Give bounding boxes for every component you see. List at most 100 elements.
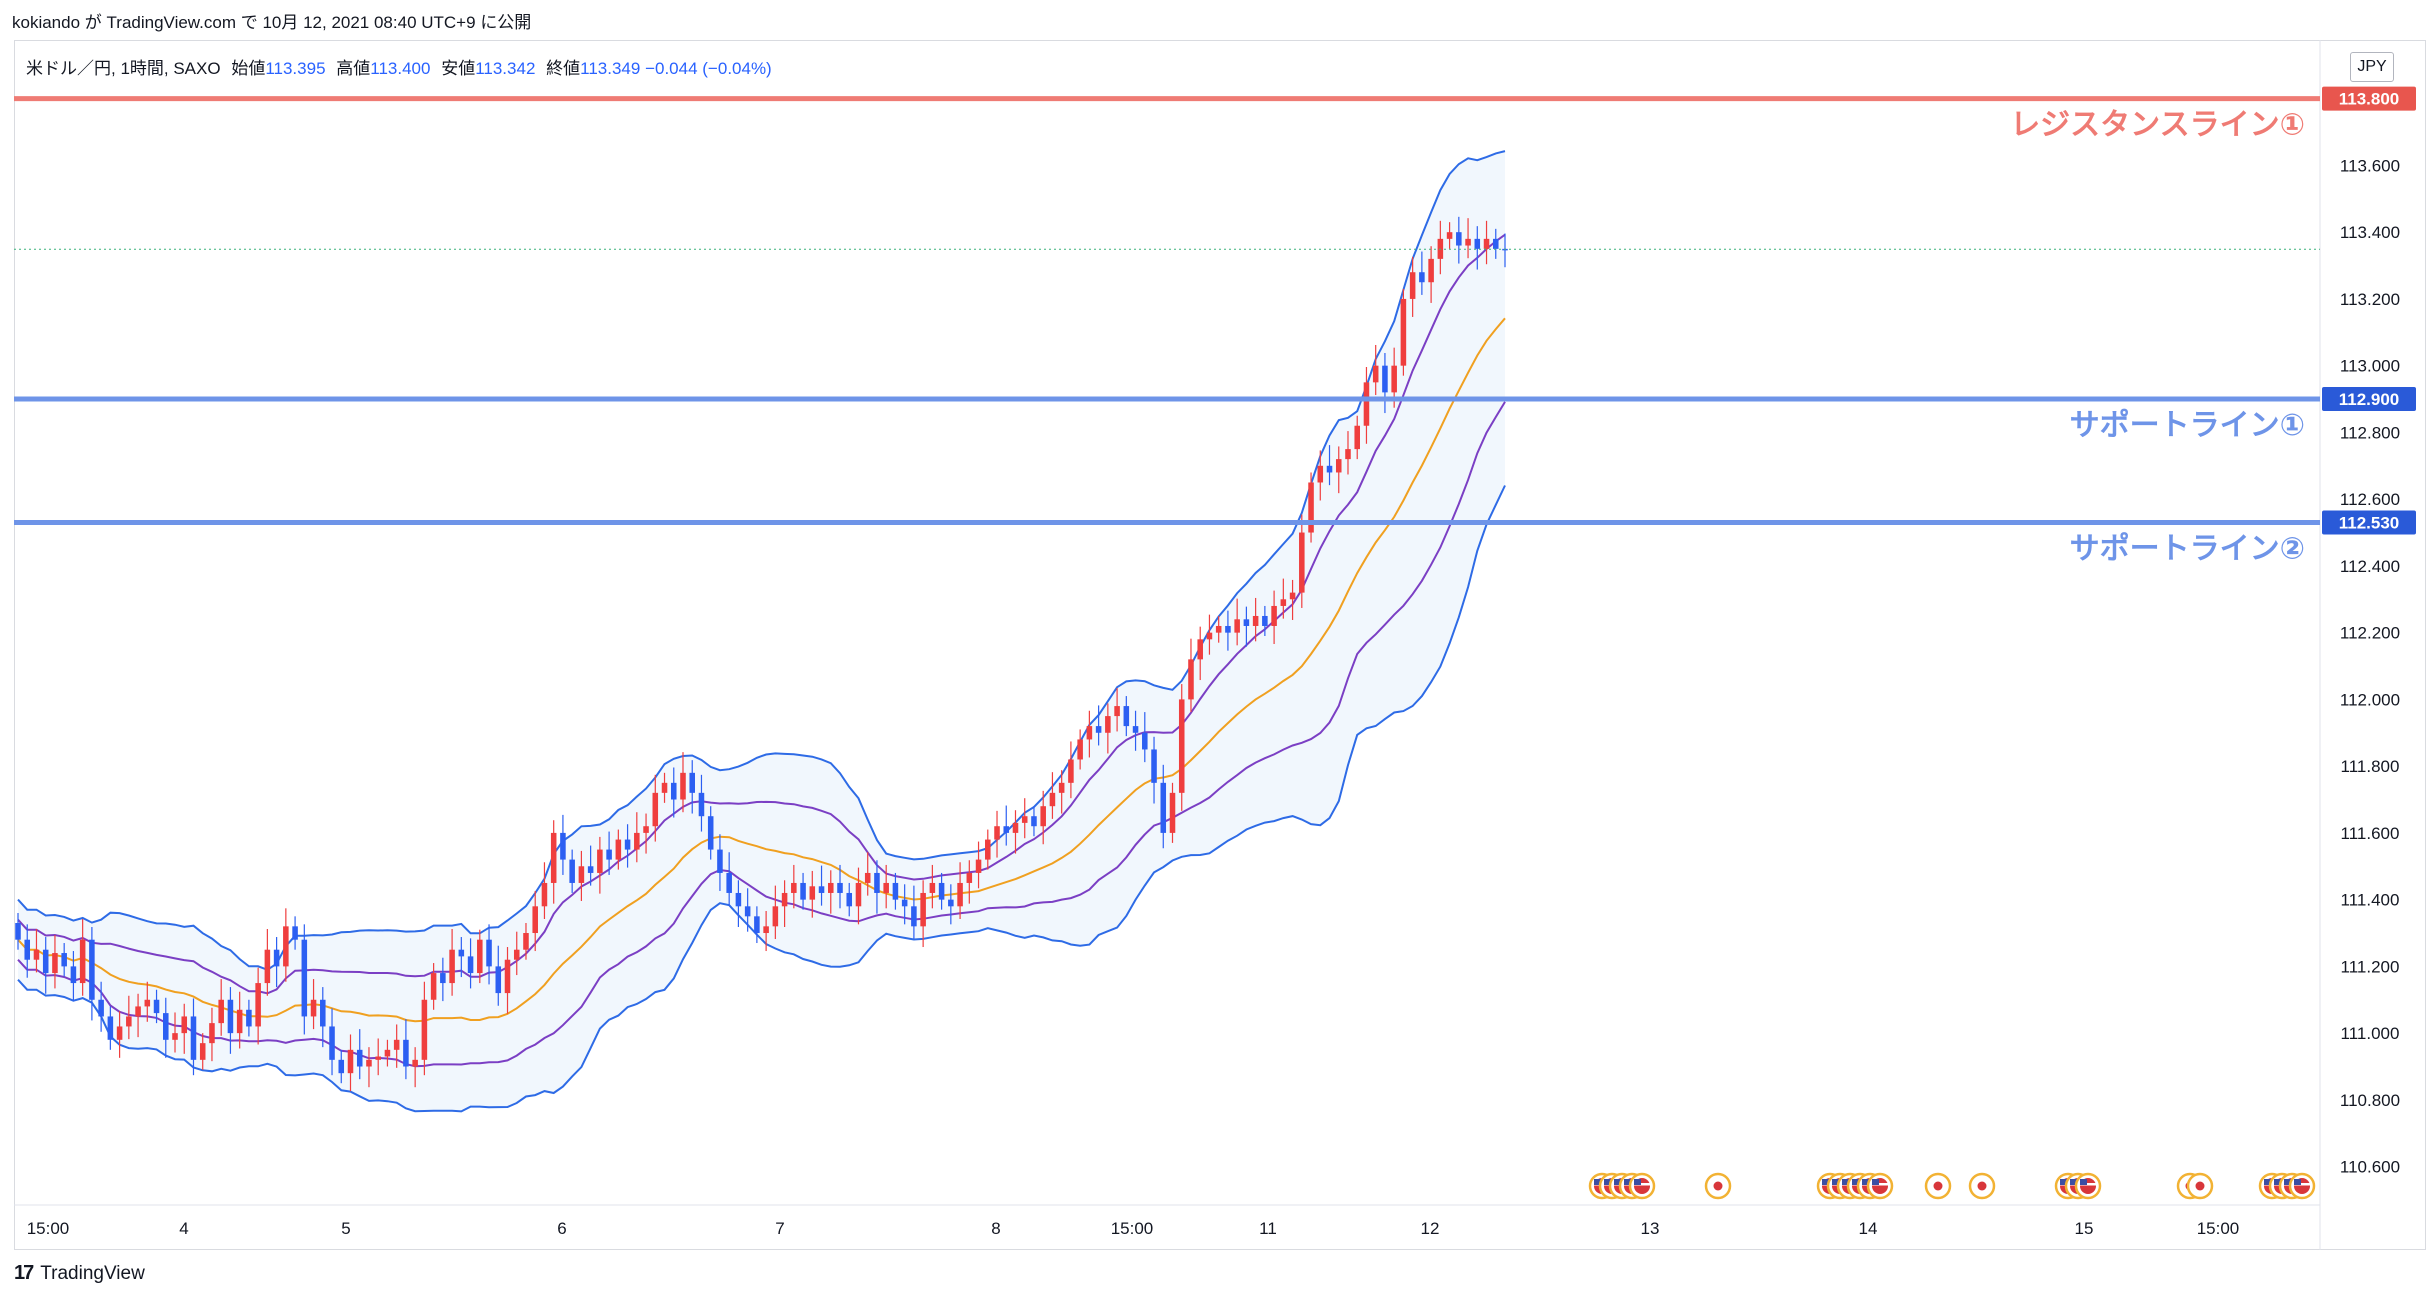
flag-canton bbox=[1614, 1179, 1621, 1185]
candle bbox=[504, 947, 511, 1014]
candle-body bbox=[846, 892, 853, 907]
candle-body bbox=[1068, 759, 1074, 783]
candle bbox=[1142, 712, 1148, 763]
tradingview-logo[interactable]: 17 TradingView bbox=[14, 1262, 145, 1284]
candle bbox=[1465, 218, 1471, 259]
candle-body bbox=[135, 1006, 141, 1017]
candle-body bbox=[827, 882, 834, 893]
candle bbox=[15, 912, 21, 950]
candle bbox=[33, 929, 40, 973]
candle bbox=[1095, 705, 1102, 746]
currency-button[interactable]: JPY bbox=[2350, 52, 2394, 82]
candle bbox=[929, 864, 936, 909]
candle-body bbox=[800, 882, 806, 900]
candle bbox=[495, 945, 502, 1006]
candle-body bbox=[42, 949, 49, 974]
candle bbox=[283, 908, 289, 982]
candle-body bbox=[864, 872, 871, 883]
publish-datetime: 10月 12, 2021 08:40 UTC+9 bbox=[262, 13, 476, 32]
candle-body bbox=[1382, 365, 1388, 393]
y-tick-label-14: 110.800 bbox=[2340, 1091, 2400, 1110]
candle-body bbox=[606, 849, 612, 860]
flag-dot bbox=[1933, 1181, 1943, 1191]
candle bbox=[827, 870, 834, 914]
candle bbox=[310, 979, 317, 1030]
y-tick-label-5: 112.600 bbox=[2340, 490, 2400, 509]
event-marker-group bbox=[1704, 1172, 1732, 1200]
candle-body bbox=[79, 939, 86, 984]
candle bbox=[1225, 610, 1231, 651]
candle bbox=[458, 937, 465, 978]
candle bbox=[597, 836, 603, 894]
flag-canton bbox=[2264, 1179, 2271, 1185]
candle bbox=[541, 862, 548, 919]
candle-body bbox=[1363, 382, 1370, 426]
candle bbox=[920, 880, 926, 948]
candle-body bbox=[994, 826, 1000, 840]
candle bbox=[1068, 741, 1074, 799]
y-tick-label-4: 112.800 bbox=[2340, 423, 2400, 442]
candle-body bbox=[1178, 699, 1185, 793]
candle bbox=[791, 864, 797, 909]
candle-body bbox=[1086, 726, 1093, 740]
candle-body bbox=[227, 999, 234, 1034]
site-link[interactable]: TradingView.com bbox=[106, 13, 236, 32]
candle-body bbox=[393, 1039, 400, 1050]
candle bbox=[1289, 579, 1296, 620]
candle bbox=[1409, 256, 1416, 317]
y-tick-label-1: 113.400 bbox=[2340, 223, 2400, 242]
jp-flag-icon bbox=[1924, 1172, 1952, 1200]
x-tick-label-10: 14 bbox=[1859, 1219, 1878, 1238]
candle bbox=[717, 834, 723, 891]
candle bbox=[680, 752, 686, 813]
candle-body bbox=[1428, 258, 1434, 283]
candle bbox=[52, 935, 58, 989]
y-tick-label-9: 111.800 bbox=[2341, 757, 2400, 776]
candle bbox=[587, 845, 594, 886]
candle bbox=[264, 929, 271, 996]
price-label-bg-0 bbox=[2322, 86, 2416, 111]
candle bbox=[864, 852, 871, 896]
author-name[interactable]: kokiando bbox=[12, 13, 81, 32]
candle-body bbox=[70, 966, 77, 984]
candle bbox=[1058, 770, 1065, 814]
candle-body bbox=[1492, 238, 1499, 249]
candle-body bbox=[726, 872, 732, 893]
candle bbox=[144, 981, 151, 1022]
symbol-label[interactable]: 米ドル／円, 1時間, SAXO bbox=[26, 59, 221, 78]
tradingview-logo-icon: 17 bbox=[14, 1262, 34, 1284]
candle bbox=[938, 872, 945, 910]
candle-body bbox=[209, 1023, 215, 1044]
candle bbox=[569, 849, 575, 893]
candle-body bbox=[61, 953, 67, 967]
event-marker-group bbox=[1924, 1172, 1952, 1200]
candle bbox=[375, 1038, 381, 1076]
candle-body bbox=[1215, 625, 1222, 633]
candle bbox=[1086, 710, 1093, 758]
candle-body bbox=[1409, 272, 1416, 299]
flag-canton bbox=[1842, 1179, 1849, 1185]
x-tick-label-9: 13 bbox=[1641, 1219, 1660, 1238]
candle bbox=[1483, 220, 1490, 265]
candle bbox=[652, 774, 659, 842]
candle-body bbox=[966, 872, 973, 883]
y-tick-label-8: 112.000 bbox=[2340, 690, 2400, 709]
candle bbox=[1308, 472, 1314, 543]
candle-body bbox=[384, 1049, 391, 1057]
candle-body bbox=[874, 872, 880, 893]
candle-body bbox=[707, 816, 714, 850]
candle-body bbox=[1169, 792, 1176, 833]
candle bbox=[781, 880, 788, 928]
candle-body bbox=[1262, 615, 1268, 626]
candle bbox=[1234, 598, 1240, 646]
candle bbox=[393, 1024, 400, 1068]
y-tick-label-13: 111.000 bbox=[2341, 1024, 2400, 1043]
x-tick-label-5: 8 bbox=[991, 1219, 1000, 1238]
candle-body bbox=[1326, 465, 1333, 473]
candle-body bbox=[320, 999, 326, 1027]
low-value: 113.342 bbox=[475, 59, 536, 78]
candle bbox=[153, 989, 160, 1024]
event-marker-group bbox=[1588, 1172, 1656, 1200]
y-tick-label-11: 111.400 bbox=[2341, 891, 2400, 910]
